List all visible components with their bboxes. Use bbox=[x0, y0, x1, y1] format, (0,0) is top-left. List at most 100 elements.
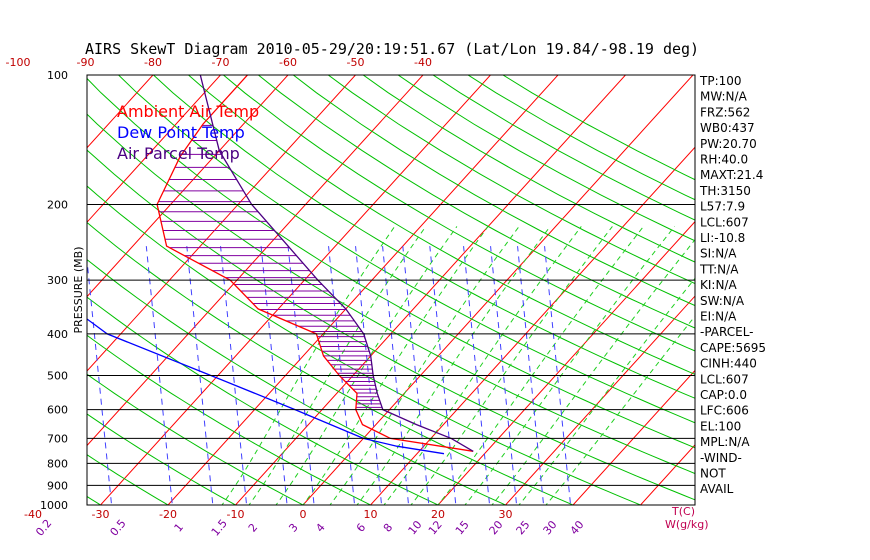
index-label: FRZ:562 bbox=[700, 105, 750, 119]
dry-adiabat-line bbox=[87, 373, 305, 505]
pressure-tick-label: 1000 bbox=[40, 499, 68, 512]
legend-entry: Ambient Air Temp bbox=[117, 102, 259, 121]
moist-adiabat-line bbox=[329, 226, 520, 505]
dry-adiabat-line bbox=[87, 454, 169, 505]
mixing-ratio-tick-label: 8 bbox=[381, 521, 395, 535]
isotherm-line bbox=[234, 75, 627, 505]
plot-frame bbox=[86, 74, 696, 506]
index-label: EL:100 bbox=[700, 419, 741, 433]
legend: Ambient Air Temp Dew Point Temp Air Parcel… bbox=[117, 102, 259, 163]
moist-adiabat-line bbox=[545, 315, 695, 505]
mixing-ratio-line bbox=[402, 246, 430, 505]
isotherm-line bbox=[167, 75, 559, 505]
top-temp-tick-label: -80 bbox=[144, 56, 162, 69]
index-label: LFC:606 bbox=[700, 404, 749, 418]
dry-adiabat-line bbox=[87, 185, 642, 505]
index-label: KI:N/A bbox=[700, 278, 737, 292]
mixing-ratio-tick-label: 2 bbox=[246, 521, 260, 535]
bottom-temp-tick-label: 10 bbox=[364, 508, 378, 521]
legend-entry: Air Parcel Temp bbox=[117, 144, 240, 163]
mixing-ratio-line bbox=[355, 246, 383, 505]
dry-adiabat-line bbox=[222, 75, 695, 352]
plot-area bbox=[0, 55, 695, 514]
moist-adiabat-line bbox=[491, 238, 695, 505]
series-line-dew-point-temp bbox=[87, 318, 445, 455]
mixing-ratio-tick-label: 10 bbox=[406, 518, 425, 537]
top-temp-tick-label: -40 bbox=[414, 56, 432, 69]
temperature-axis-label: T(C) bbox=[671, 505, 695, 518]
isotherm-line bbox=[369, 146, 695, 505]
bottom-temp-tick-label: -10 bbox=[227, 508, 245, 521]
index-label: MAXT:21.4 bbox=[700, 168, 763, 182]
mixing-ratio-tick-label: 20 bbox=[487, 518, 506, 537]
isotherm-line bbox=[87, 75, 222, 223]
dry-adiabat-line bbox=[187, 75, 695, 375]
index-label: -WIND- bbox=[700, 451, 742, 465]
dry-adiabat-line bbox=[397, 75, 695, 242]
dry-adiabat-line bbox=[87, 413, 237, 505]
mixing-ratio-line bbox=[328, 246, 356, 505]
dry-adiabat-line bbox=[502, 75, 695, 181]
index-label: MPL:N/A bbox=[700, 435, 750, 449]
mixing-ratio-line bbox=[490, 246, 518, 505]
index-label: EI:N/A bbox=[700, 310, 737, 324]
mixing-ratio-tick-label: 25 bbox=[514, 518, 533, 537]
isotherm-line bbox=[87, 75, 154, 149]
mixing-ratio-tick-label: 40 bbox=[568, 518, 587, 537]
isotherm-line bbox=[87, 75, 289, 298]
bottom-temp-tick-label: 20 bbox=[431, 508, 445, 521]
mixing-ratio-line bbox=[463, 246, 491, 505]
mixing-ratio-line bbox=[429, 246, 457, 505]
index-label: L57:7.9 bbox=[700, 200, 745, 214]
mixing-ratio-line bbox=[517, 246, 545, 505]
mixing-ratio-tick-label: 12 bbox=[426, 518, 445, 537]
pressure-tick-label: 900 bbox=[47, 479, 68, 492]
index-label: TT:N/A bbox=[699, 262, 739, 276]
dry-adiabat-line bbox=[87, 258, 507, 505]
series-line-air-parcel-temp bbox=[199, 75, 474, 452]
pressure-tick-label: 100 bbox=[47, 69, 68, 82]
index-label: CAP:0.0 bbox=[700, 388, 747, 402]
isotherm-line bbox=[87, 75, 424, 447]
bottom-temp-tick-label: -20 bbox=[159, 508, 177, 521]
index-label: SW:N/A bbox=[700, 294, 745, 308]
index-label: SI:N/A bbox=[700, 247, 737, 261]
dry-adiabat-line bbox=[327, 75, 695, 285]
mixing-ratio-line bbox=[260, 246, 288, 505]
index-label: PW:20.70 bbox=[700, 137, 757, 151]
top-temp-tick-label: -50 bbox=[347, 56, 365, 69]
index-label: NOT bbox=[700, 467, 726, 481]
moist-adiabat-line bbox=[383, 226, 582, 505]
top-temp-tick-label: -60 bbox=[279, 56, 297, 69]
mixing-ratio-line bbox=[382, 246, 410, 505]
moist-adiabat-line bbox=[518, 277, 695, 505]
index-label: LCL:607 bbox=[700, 215, 749, 229]
isotherm-line bbox=[504, 295, 695, 505]
mixing-ratio-axis-label: W(g/kg) bbox=[665, 518, 709, 531]
dry-adiabat-line bbox=[0, 55, 47, 514]
pressure-tick-label: 300 bbox=[47, 274, 68, 287]
mixing-ratio-line bbox=[544, 246, 572, 505]
index-label: CAPE:5695 bbox=[700, 341, 766, 355]
legend-entry: Dew Point Temp bbox=[117, 123, 245, 142]
index-label: RH:40.0 bbox=[700, 153, 748, 167]
mixing-ratio-tick-label: 6 bbox=[354, 521, 368, 535]
mixing-ratio-tick-label: 4 bbox=[313, 521, 327, 535]
dry-adiabat-line bbox=[87, 77, 695, 449]
top-temp-tick-label: -90 bbox=[77, 56, 95, 69]
dry-adiabat-line bbox=[257, 75, 695, 329]
top-temp-tick-label: -100 bbox=[6, 56, 31, 69]
dry-adiabat-line bbox=[87, 113, 695, 475]
isotherm-line bbox=[0, 55, 36, 514]
mixing-ratio-tick-label: 3 bbox=[286, 521, 300, 535]
moist-adiabat-line bbox=[410, 226, 613, 505]
index-label: LI:-10.8 bbox=[700, 231, 745, 245]
pressure-tick-label: 500 bbox=[47, 370, 68, 383]
dry-adiabat-line bbox=[87, 296, 440, 505]
isotherm-line bbox=[302, 75, 694, 505]
index-label: AVAIL bbox=[700, 482, 734, 496]
mixing-ratio-line bbox=[186, 246, 214, 505]
pressure-tick-label: 200 bbox=[47, 198, 68, 211]
pressure-tick-label: 400 bbox=[47, 328, 68, 341]
index-label: LCL:607 bbox=[700, 372, 749, 386]
